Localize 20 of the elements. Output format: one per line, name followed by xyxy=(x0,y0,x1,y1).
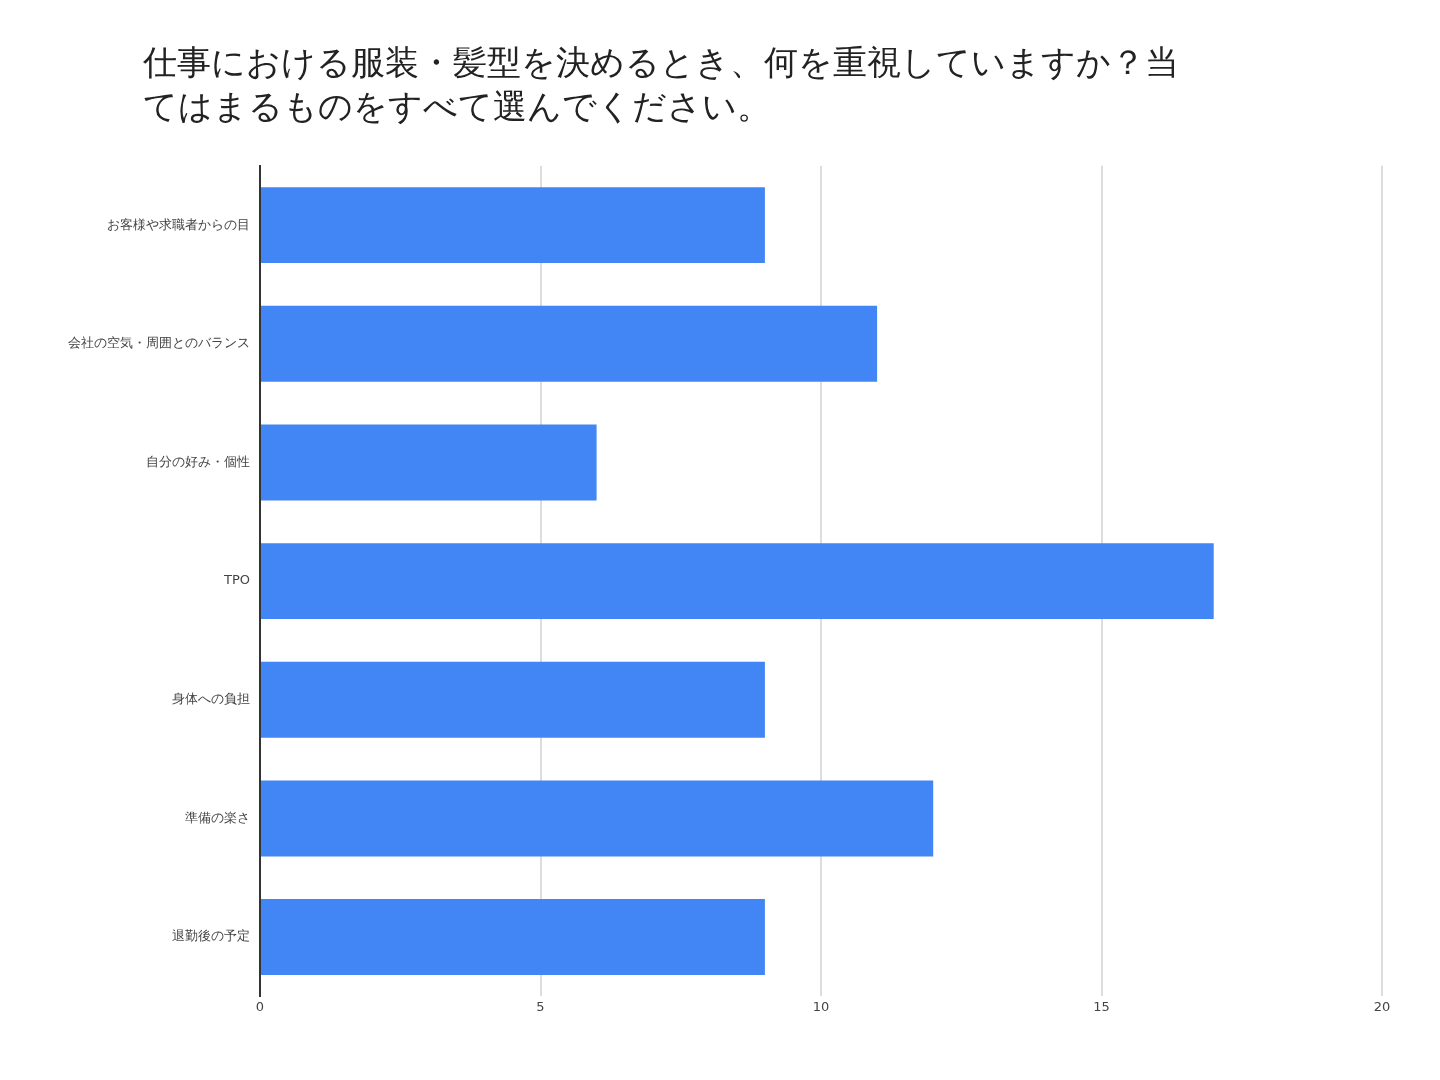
bar xyxy=(261,187,765,264)
bar xyxy=(261,543,1214,620)
y-tick-label: お客様や求職者からの目 xyxy=(107,216,250,232)
chart-title: 仕事における服装・髪型を決めるとき、何を重視していますか？当てはまるものをすべて選んでください。 xyxy=(143,41,1180,128)
bar xyxy=(261,305,878,382)
x-tick-label: 20 xyxy=(1373,998,1391,1014)
y-tick-label: 準備の楽さ xyxy=(185,809,250,825)
y-tick-label: 会社の空気・周囲とのバランス xyxy=(68,335,250,351)
bar xyxy=(261,899,765,976)
y-tick-label: 退勤後の予定 xyxy=(172,928,250,944)
x-tick-label: 10 xyxy=(812,998,830,1014)
y-tick-label: 自分の好み・個性 xyxy=(146,453,250,469)
y-tick-label: 身体への負担 xyxy=(172,691,250,707)
bar xyxy=(261,661,765,738)
bar xyxy=(261,780,934,857)
x-tick-label: 15 xyxy=(1093,998,1110,1014)
bar xyxy=(261,424,597,501)
x-tick-label: 5 xyxy=(536,998,545,1014)
y-tick-label: TPO xyxy=(222,572,250,588)
x-tick-label: 0 xyxy=(255,998,265,1014)
